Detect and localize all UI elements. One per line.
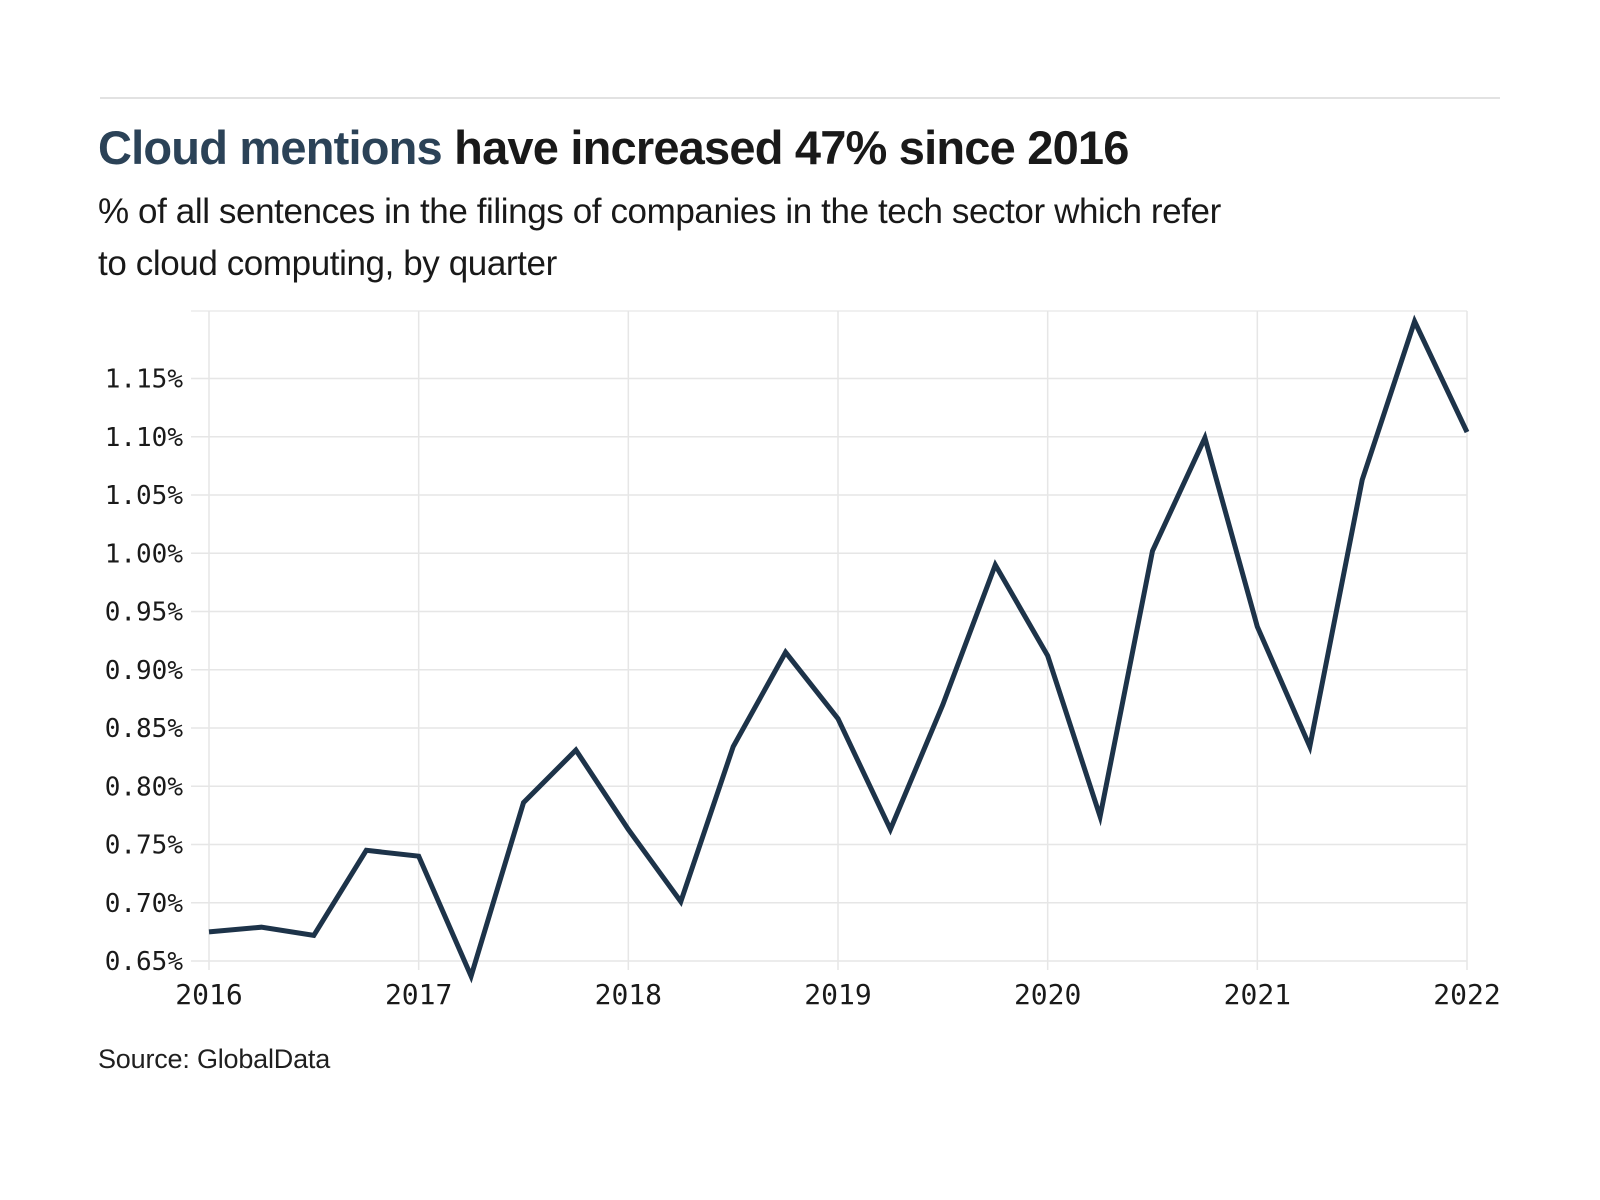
chart-title-highlight: Cloud mentions [98,121,443,174]
y-axis-tick-label: 0.65% [105,947,184,977]
x-axis-tick-label: 2019 [804,978,871,1011]
y-axis-tick-label: 0.80% [105,772,184,802]
top-divider [100,97,1500,99]
chart-subtitle: % of all sentences in the filings of com… [98,186,1221,290]
y-axis-tick-label: 1.15% [105,365,184,395]
source-text: Source: GlobalData [98,1044,331,1074]
y-axis-tick-label: 1.00% [105,539,184,569]
y-axis-tick-label: 0.70% [105,889,184,919]
chart-subtitle-line-1: % of all sentences in the filings of com… [98,192,1221,231]
x-axis-tick-label: 2018 [595,978,662,1011]
x-axis-tick-label: 2020 [1014,978,1081,1011]
x-axis-tick-label: 2022 [1433,978,1500,1011]
data-line-cloud-mentions [208,314,1470,984]
y-axis-tick-label: 0.75% [105,831,184,861]
y-axis-tick-label: 1.05% [105,481,184,511]
chart-title-rest: have increased 47% since 2016 [441,121,1129,174]
y-axis-tick-label: 0.95% [105,598,184,628]
y-axis-tick-label: 1.10% [105,423,184,453]
chart-subtitle-line-2: to cloud computing, by quarter [98,244,557,283]
x-axis-tick-label: 2017 [385,978,452,1011]
y-axis-tick-label: 0.85% [105,714,184,744]
x-axis-tick-label: 2021 [1224,978,1291,1011]
y-axis-tick-label: 0.90% [105,656,184,686]
x-axis-tick-label: 2016 [175,978,242,1011]
chart-title: Cloud mentions have increased 47% since … [98,120,1129,175]
